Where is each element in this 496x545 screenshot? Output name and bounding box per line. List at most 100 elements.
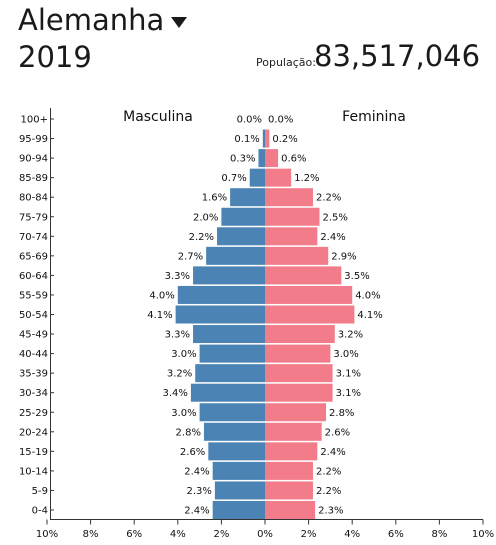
age-group-label: 15-19	[19, 447, 48, 458]
male-bar	[212, 501, 265, 519]
male-bar	[262, 129, 265, 148]
female-value-label: 1.2%	[294, 173, 319, 184]
male-bar	[177, 285, 265, 304]
female-value-label: 2.8%	[329, 408, 354, 419]
female-value-label: 3.2%	[338, 330, 363, 341]
male-bar	[230, 188, 265, 207]
female-bar	[265, 481, 313, 500]
female-bar	[265, 364, 333, 383]
male-value-label: 0.0%	[237, 115, 262, 126]
male-bar	[212, 461, 265, 480]
male-bar	[214, 481, 265, 500]
male-value-label: 0.1%	[234, 134, 259, 145]
female-value-label: 2.6%	[325, 427, 350, 438]
male-value-label: 3.0%	[171, 408, 196, 419]
year-value: 2019	[18, 40, 92, 74]
female-bar	[265, 422, 322, 441]
male-value-label: 1.6%	[202, 193, 227, 204]
x-tick-label: 0%	[257, 529, 273, 540]
male-value-label: 2.3%	[186, 486, 211, 497]
female-bar	[265, 227, 318, 246]
female-heading: Feminina	[342, 109, 406, 125]
male-bar	[249, 168, 265, 187]
x-tick-label: 10%	[36, 529, 58, 540]
female-bar	[265, 442, 318, 461]
caret-down-icon[interactable]	[171, 17, 187, 28]
female-value-label: 2.5%	[323, 212, 348, 223]
age-group-label: 90-94	[19, 154, 48, 165]
male-value-label: 3.2%	[167, 369, 192, 380]
age-group-label: 85-89	[19, 173, 48, 184]
population-label: População:	[256, 56, 316, 69]
population-value: 83,517,046	[314, 39, 481, 73]
female-bar	[265, 403, 327, 422]
female-bar	[265, 246, 329, 265]
x-tick-label: 4%	[170, 529, 186, 540]
male-heading: Masculina	[123, 109, 193, 125]
x-tick-label: 8%	[83, 529, 99, 540]
female-value-label: 0.2%	[272, 134, 297, 145]
female-bar	[265, 501, 316, 519]
female-bar	[265, 188, 313, 207]
male-value-label: 2.7%	[178, 251, 203, 262]
x-tick-label: 2%	[213, 529, 229, 540]
female-bar	[265, 383, 333, 402]
female-value-label: 2.9%	[331, 251, 356, 262]
age-group-label: 35-39	[19, 369, 48, 380]
male-value-label: 3.0%	[171, 349, 196, 360]
male-bar	[199, 344, 265, 363]
male-bar	[199, 403, 265, 422]
female-bar	[265, 168, 292, 187]
age-group-label: 25-29	[19, 408, 48, 419]
age-group-label: 20-24	[19, 427, 48, 438]
age-group-label: 60-64	[19, 271, 48, 282]
x-tick-label: 2%	[301, 529, 317, 540]
x-tick-label: 6%	[388, 529, 404, 540]
female-bar	[265, 129, 270, 148]
female-bar	[265, 149, 279, 168]
female-value-label: 2.4%	[320, 232, 345, 243]
female-value-label: 3.0%	[333, 349, 358, 360]
male-value-label: 4.0%	[149, 290, 174, 301]
age-group-label: 5-9	[32, 486, 48, 497]
female-bar	[265, 344, 331, 363]
female-bar	[265, 207, 320, 226]
male-bar	[206, 246, 265, 265]
age-group-label: 40-44	[19, 349, 48, 360]
x-tick-label: 4%	[344, 529, 360, 540]
x-tick-label: 8%	[431, 529, 447, 540]
x-tick-label: 6%	[126, 529, 142, 540]
female-value-label: 2.3%	[318, 506, 343, 517]
female-value-label: 3.1%	[336, 369, 361, 380]
male-value-label: 3.3%	[165, 271, 190, 282]
age-group-label: 100+	[21, 115, 48, 126]
age-group-label: 10-14	[19, 466, 48, 477]
male-value-label: 3.4%	[162, 388, 187, 399]
male-bar	[193, 325, 265, 344]
male-value-label: 3.3%	[165, 330, 190, 341]
age-group-label: 30-34	[19, 388, 48, 399]
female-bar	[265, 266, 342, 285]
country-selector[interactable]: Alemanha	[18, 3, 165, 37]
male-bar	[175, 305, 265, 324]
female-bar	[265, 461, 313, 480]
male-bar	[193, 266, 265, 285]
male-bar	[258, 149, 265, 168]
age-group-label: 65-69	[19, 251, 48, 262]
age-group-label: 70-74	[19, 232, 48, 243]
age-group-label: 55-59	[19, 290, 48, 301]
age-group-label: 50-54	[19, 310, 48, 321]
female-value-label: 4.1%	[357, 310, 382, 321]
male-value-label: 2.8%	[176, 427, 201, 438]
male-bar	[190, 383, 265, 402]
male-bar	[217, 227, 265, 246]
male-bar	[208, 442, 265, 461]
female-value-label: 3.5%	[344, 271, 369, 282]
female-value-label: 0.0%	[268, 115, 293, 126]
age-group-label: 95-99	[19, 134, 48, 145]
x-tick-label: 10%	[472, 529, 494, 540]
female-value-label: 4.0%	[355, 290, 380, 301]
male-value-label: 2.0%	[193, 212, 218, 223]
female-value-label: 2.2%	[316, 466, 341, 477]
